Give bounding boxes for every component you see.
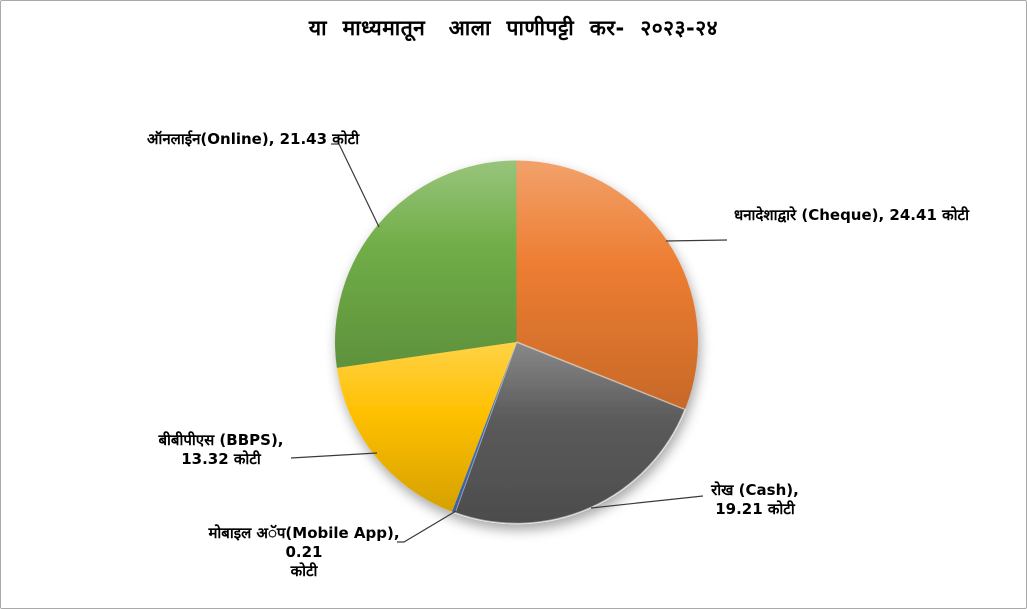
slice-label-bbps: बीबीपीएस (BBPS), 13.32 कोटी xyxy=(156,431,286,469)
slice-label-mobile-app-line1: मोबाइल अॅप(Mobile App), 0.21 xyxy=(208,524,400,561)
leader-line-cheque xyxy=(665,239,728,242)
slice-label-cheque: धनादेशाद्वारे (Cheque), 24.41 कोटी xyxy=(734,206,969,225)
slice-label-online-text: ऑनलाईन(Online), 21.43 कोटी xyxy=(147,130,360,148)
slice-label-mobile-app: मोबाइल अॅप(Mobile App), 0.21 कोटी xyxy=(204,524,404,581)
slice-label-bbps-line1: बीबीपीएस (BBPS), xyxy=(158,431,284,449)
slice-label-bbps-line2: 13.32 कोटी xyxy=(181,450,261,468)
leader-line-online xyxy=(331,143,380,228)
pie-slice-online[interactable] xyxy=(335,160,517,368)
slice-label-mobile-app-line2: कोटी xyxy=(290,562,318,580)
pie-slice-cheque[interactable] xyxy=(516,160,698,410)
slice-label-cheque-text: धनादेशाद्वारे (Cheque), 24.41 कोटी xyxy=(734,206,969,224)
slice-label-cash-line1: रोख (Cash), xyxy=(711,481,799,499)
slice-label-cash-line2: 19.21 कोटी xyxy=(715,500,795,518)
pie-slice-cash[interactable] xyxy=(453,341,686,525)
slice-label-online: ऑनलाईन(Online), 21.43 कोटी xyxy=(147,130,359,149)
leader-line-bbps xyxy=(290,452,378,459)
pie-slice-mobile-app[interactable] xyxy=(452,342,517,513)
pie-slice-bbps[interactable] xyxy=(336,342,517,512)
slice-label-cash: रोख (Cash), 19.21 कोटी xyxy=(701,481,809,519)
leader-line-mobile-app xyxy=(397,510,457,543)
leader-line-cash xyxy=(590,495,704,509)
chart-title: या माध्यमातून आला पाणीपट्टी कर- २०२३-२४ xyxy=(308,16,719,40)
